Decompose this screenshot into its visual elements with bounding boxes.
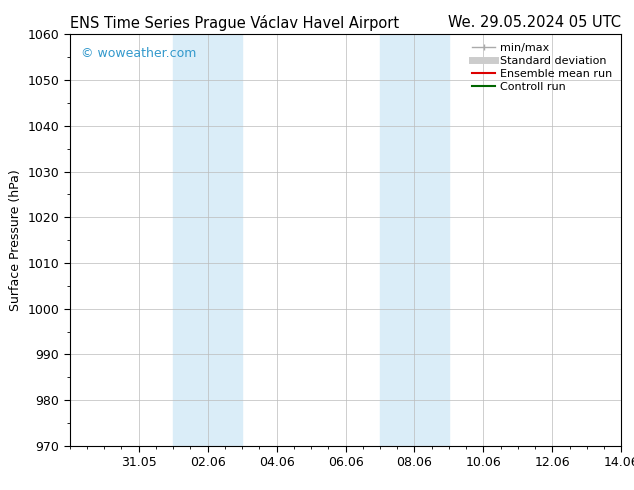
Text: © woweather.com: © woweather.com <box>81 47 196 60</box>
Y-axis label: Surface Pressure (hPa): Surface Pressure (hPa) <box>9 169 22 311</box>
Text: ENS Time Series Prague Václav Havel Airport: ENS Time Series Prague Václav Havel Airp… <box>70 15 399 31</box>
Bar <box>380 34 449 446</box>
Legend: min/max, Standard deviation, Ensemble mean run, Controll run: min/max, Standard deviation, Ensemble me… <box>469 40 616 95</box>
Bar <box>173 34 242 446</box>
Text: We. 29.05.2024 05 UTC: We. 29.05.2024 05 UTC <box>448 15 621 30</box>
